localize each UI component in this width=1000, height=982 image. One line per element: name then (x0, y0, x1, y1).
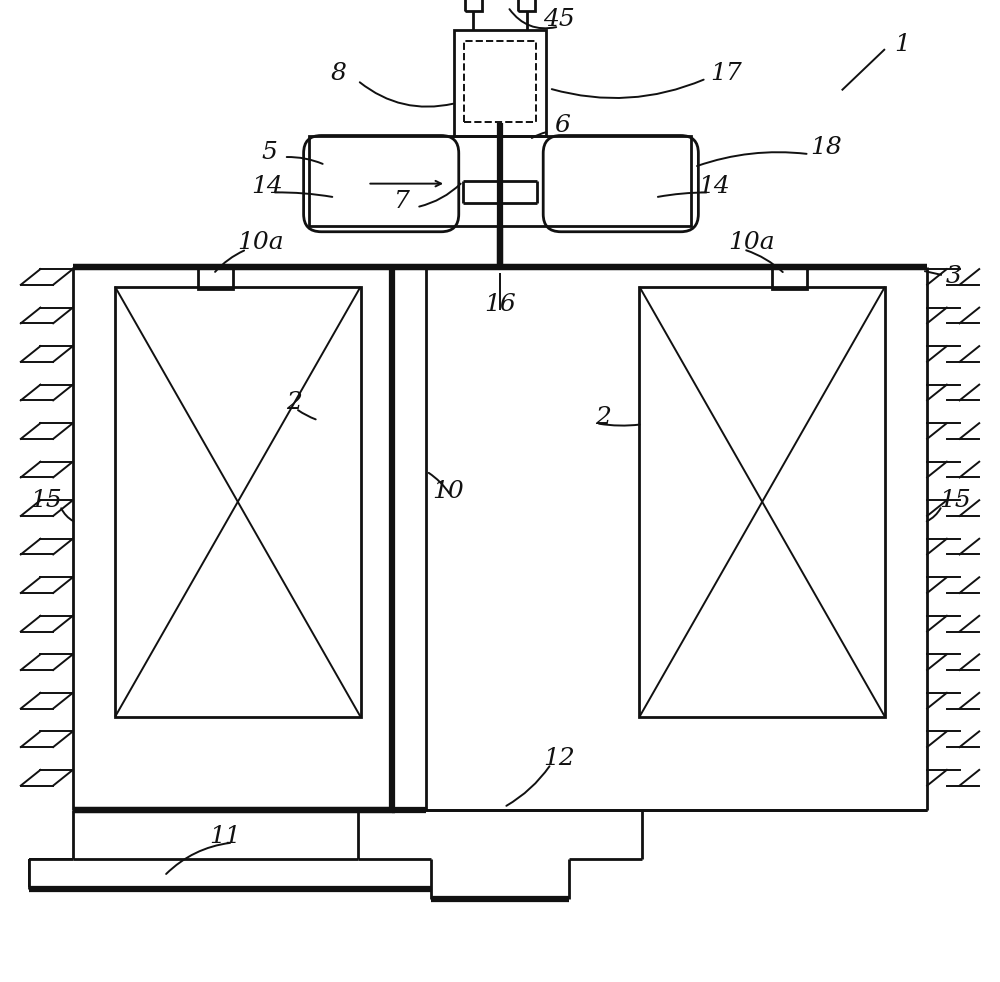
Text: 45: 45 (543, 8, 575, 31)
Text: 6: 6 (554, 114, 570, 137)
Text: 8: 8 (331, 62, 347, 85)
Text: 7: 7 (394, 190, 410, 213)
Bar (772, 267, 807, 289)
Text: 12: 12 (543, 746, 575, 770)
Text: 10a: 10a (237, 231, 284, 254)
Text: 16: 16 (484, 293, 516, 316)
Bar (198, 267, 233, 289)
Text: 15: 15 (30, 489, 62, 513)
Text: 5: 5 (261, 140, 277, 164)
Text: 11: 11 (209, 825, 241, 848)
Bar (639, 287, 885, 717)
Text: 3: 3 (946, 265, 962, 289)
Text: 14: 14 (698, 175, 730, 198)
Bar (115, 287, 361, 717)
Text: 10a: 10a (728, 231, 775, 254)
Bar (465, 0, 482, 11)
Bar (309, 136, 691, 226)
Text: 1: 1 (895, 32, 911, 56)
Text: 18: 18 (810, 136, 842, 159)
Text: 17: 17 (710, 62, 742, 85)
Text: 2: 2 (595, 406, 611, 429)
Bar (518, 0, 535, 11)
Text: 14: 14 (251, 175, 283, 198)
Text: 2: 2 (286, 391, 302, 414)
Text: 15: 15 (939, 489, 971, 513)
Bar (454, 30, 546, 136)
Text: 10: 10 (432, 479, 464, 503)
Bar (464, 41, 536, 122)
